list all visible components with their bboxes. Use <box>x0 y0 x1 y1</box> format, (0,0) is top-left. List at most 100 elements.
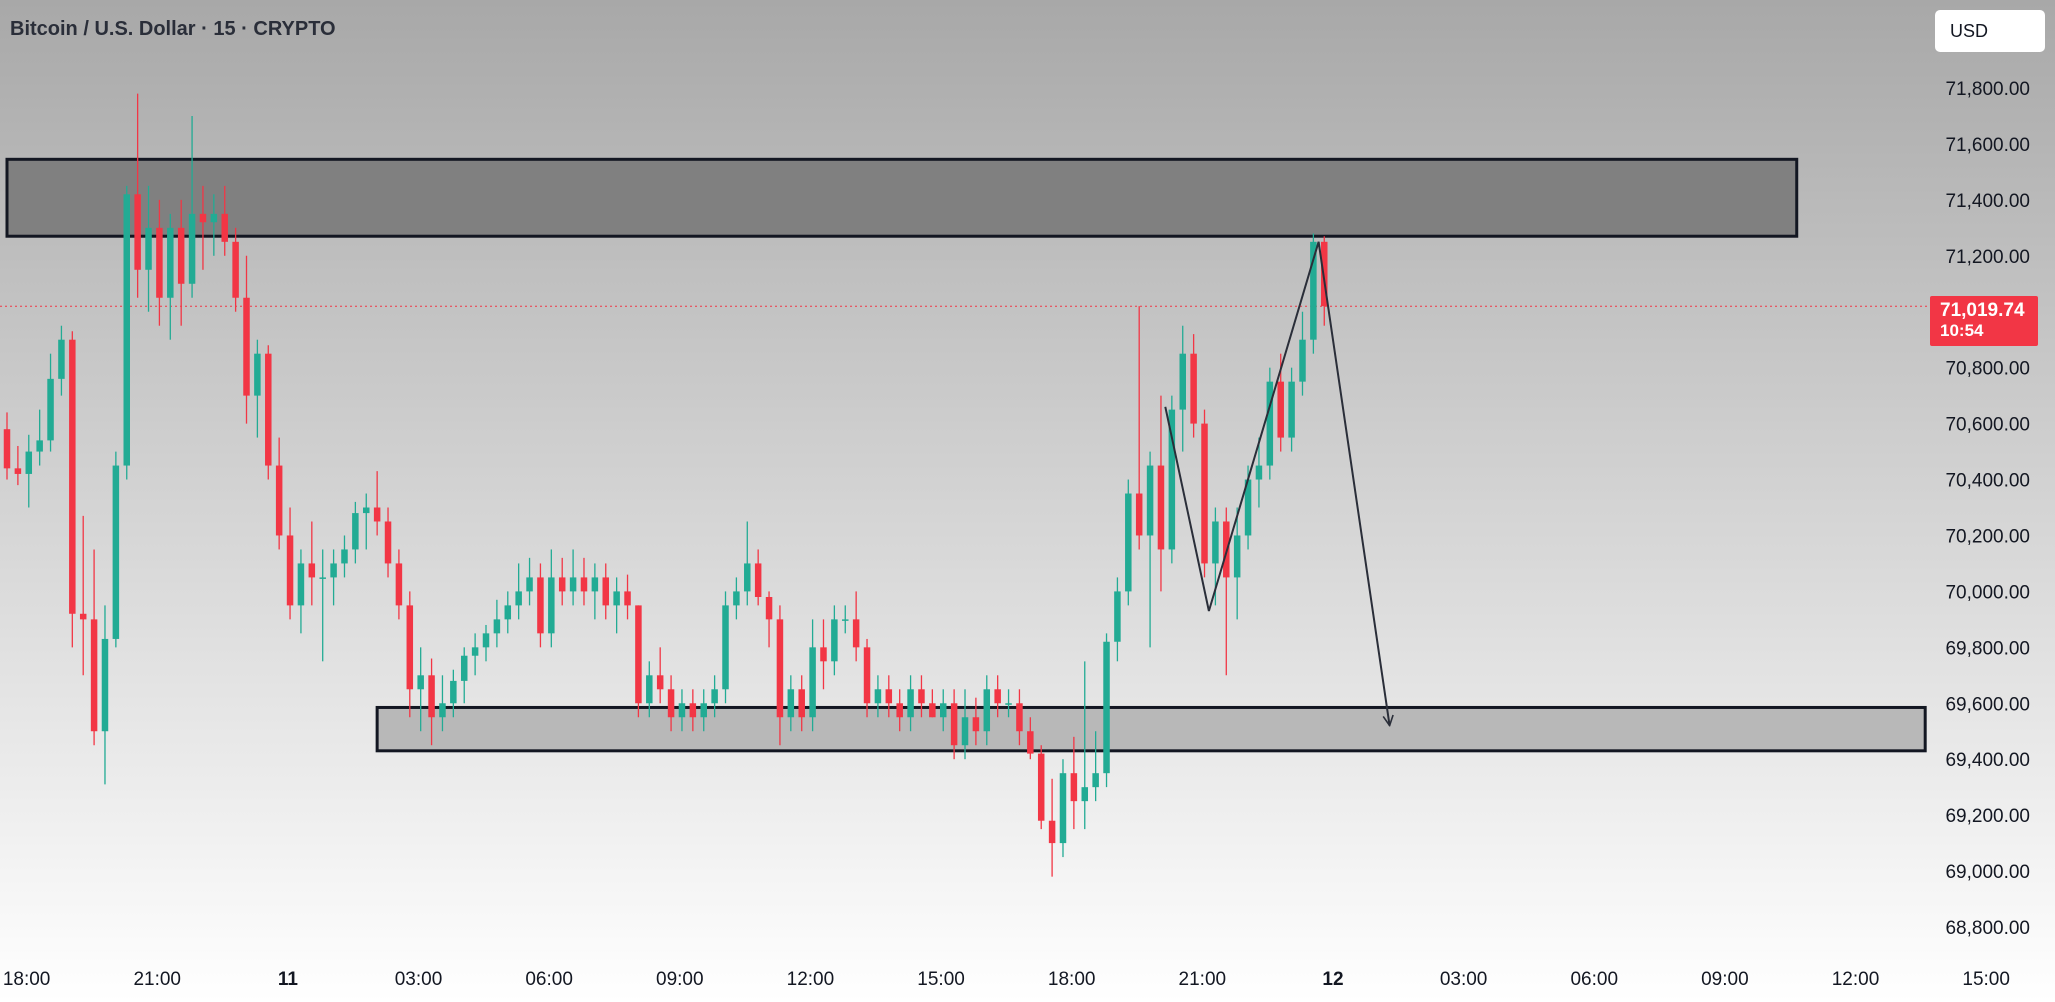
projection-arrow-path[interactable] <box>1164 241 1389 726</box>
candle <box>210 194 218 256</box>
candle <box>907 675 914 732</box>
candle <box>14 445 22 486</box>
support-zone[interactable] <box>375 705 1927 753</box>
x-axis-tick-label: 21:00 <box>1179 969 1227 990</box>
candle <box>624 574 631 620</box>
y-axis-tick-label: 70,800.00 <box>1945 359 2030 380</box>
candle-body <box>874 689 882 704</box>
candle-body <box>1212 521 1219 564</box>
candle-body <box>548 577 555 634</box>
candle-body <box>265 353 272 466</box>
candle <box>678 689 686 732</box>
y-axis-tick-label: 70,200.00 <box>1945 526 2030 547</box>
candle-body <box>907 689 914 718</box>
candle <box>1092 731 1099 802</box>
candle <box>635 605 642 718</box>
candle <box>297 549 305 634</box>
y-axis-tick-label: 70,600.00 <box>1945 415 2030 436</box>
candle-body <box>918 689 925 704</box>
candle-body <box>754 563 762 597</box>
candle-body <box>341 549 348 564</box>
x-axis-tick-label: 21:00 <box>133 969 181 990</box>
candle-body <box>635 605 642 704</box>
x-axis-tick-label: 03:00 <box>395 969 443 990</box>
candle-body <box>646 675 653 704</box>
candle-body <box>591 577 599 592</box>
candle-body <box>232 241 239 298</box>
x-axis-tick-label: 03:00 <box>1440 969 1488 990</box>
candle <box>646 661 653 718</box>
candle <box>341 535 348 578</box>
candle-body <box>515 591 522 606</box>
x-axis-tick-label: 15:00 <box>1962 969 2010 990</box>
x-axis-tick-label: 09:00 <box>656 969 704 990</box>
candle-body <box>700 703 707 718</box>
candle-body <box>58 339 65 379</box>
candle-body <box>613 591 620 606</box>
candle <box>1146 451 1154 648</box>
candle-body <box>972 717 980 732</box>
candle <box>820 619 827 690</box>
candle-body <box>787 689 795 718</box>
candle-body <box>994 689 1001 704</box>
candle-body <box>656 675 664 690</box>
candle <box>722 591 729 704</box>
candle-body <box>199 213 207 223</box>
candle-body <box>624 591 631 606</box>
candle-body <box>667 689 675 718</box>
candle <box>1081 661 1089 830</box>
candle-body <box>112 465 120 639</box>
currency-selector[interactable]: USD <box>1935 10 2045 52</box>
candle <box>1299 311 1306 396</box>
candle <box>1266 367 1274 480</box>
candle <box>842 605 849 634</box>
candle <box>1005 689 1012 718</box>
candle <box>798 675 805 732</box>
candle-body <box>297 563 305 606</box>
y-axis-tick-label: 70,400.00 <box>1945 471 2030 492</box>
candle-body <box>1201 423 1208 564</box>
candle <box>765 591 773 648</box>
candle <box>558 557 566 606</box>
candle-body <box>286 535 294 606</box>
candle <box>363 493 370 550</box>
candle <box>1114 577 1121 662</box>
y-axis-tick-label: 69,200.00 <box>1945 806 2030 827</box>
currency-label: USD <box>1950 21 1989 41</box>
candle-body <box>809 647 816 718</box>
candle-body <box>3 429 11 469</box>
candle <box>330 549 337 606</box>
candle-body <box>863 647 871 704</box>
candle <box>1201 409 1208 578</box>
candle <box>460 647 468 704</box>
candle <box>221 185 228 256</box>
candle-body <box>678 703 686 718</box>
y-axis-tick-label: 68,800.00 <box>1945 918 2030 939</box>
candle-body <box>482 633 490 648</box>
candle-body <box>1299 339 1306 382</box>
candle <box>177 199 185 326</box>
candle-body <box>188 213 196 284</box>
candle-body <box>373 507 381 522</box>
candle-body <box>798 689 805 718</box>
candle-body <box>1277 381 1284 438</box>
candle <box>885 675 893 718</box>
candle-body <box>831 619 838 662</box>
candle <box>548 549 555 648</box>
candle <box>787 675 795 732</box>
candle-body <box>1310 241 1317 340</box>
resistance-zone[interactable] <box>5 157 1799 238</box>
candle <box>972 697 980 746</box>
candle-body <box>14 468 22 474</box>
candle-body <box>1070 773 1078 802</box>
candle <box>1190 334 1197 438</box>
candle <box>776 605 784 746</box>
candle <box>591 563 599 620</box>
y-axis-tick-label: 69,600.00 <box>1945 694 2030 715</box>
candle-body <box>156 227 163 298</box>
candle <box>1037 745 1045 830</box>
candle <box>918 675 925 718</box>
candle-body <box>123 194 131 466</box>
